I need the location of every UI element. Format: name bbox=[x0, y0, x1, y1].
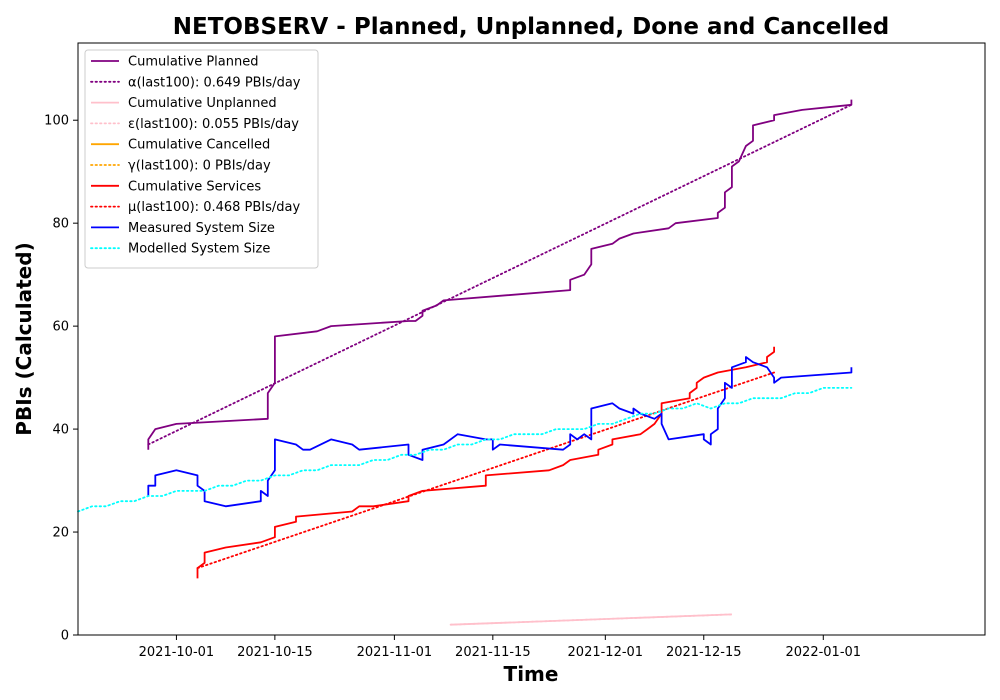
y-tick-label-4: 80 bbox=[52, 217, 69, 232]
y-tick-label-1: 20 bbox=[52, 526, 69, 541]
legend-label-5: γ(last100): 0 PBIs/day bbox=[128, 159, 271, 174]
x-tick-label-4: 2021-12-01 bbox=[568, 645, 644, 660]
y-axis-label: PBIs (Calculated) bbox=[12, 242, 36, 435]
y-tick-label-5: 100 bbox=[44, 114, 69, 129]
x-axis: 2021-10-01 2021-10-15 2021-11-01 2021-11-15… bbox=[139, 635, 861, 660]
x-tick-label-6: 2022-01-01 bbox=[786, 645, 862, 660]
plot-area-frame bbox=[77, 42, 986, 636]
legend-label-4: Cumulative Cancelled bbox=[128, 138, 270, 153]
legend: Cumulative Planned α(last100): 0.649 PBIs… bbox=[84, 49, 319, 269]
legend-label-0: Cumulative Planned bbox=[128, 55, 258, 70]
series-line-6 bbox=[196, 346, 775, 579]
x-tick-label-0: 2021-10-01 bbox=[139, 645, 215, 660]
x-tick-label-3: 2021-11-15 bbox=[455, 645, 531, 660]
legend-label-2: Cumulative Unplanned bbox=[128, 96, 277, 111]
series-line-1 bbox=[147, 103, 853, 446]
y-tick-label-0: 0 bbox=[61, 629, 69, 644]
plot-series-layer bbox=[77, 99, 853, 626]
legend-box bbox=[84, 49, 319, 269]
x-tick-label-5: 2021-12-15 bbox=[666, 645, 742, 660]
x-axis-label: Time bbox=[504, 662, 559, 686]
legend-label-1: α(last100): 0.649 PBIs/day bbox=[128, 75, 301, 90]
legend-label-6: Cumulative Services bbox=[128, 179, 261, 194]
legend-label-7: μ(last100): 0.468 PBIs/day bbox=[128, 200, 300, 215]
legend-label-3: ε(last100): 0.055 PBIs/day bbox=[128, 117, 299, 132]
series-line-9 bbox=[77, 386, 853, 513]
chart-title: NETOBSERV - Planned, Unplanned, Done and… bbox=[173, 14, 889, 40]
series-line-3 bbox=[449, 613, 733, 626]
y-tick-label-3: 60 bbox=[52, 320, 69, 335]
x-tick-label-1: 2021-10-15 bbox=[237, 645, 313, 660]
legend-label-8: Measured System Size bbox=[128, 221, 275, 236]
y-axis: 0 20 40 60 80 100 bbox=[44, 114, 78, 644]
series-line-8 bbox=[147, 356, 853, 508]
x-tick-label-2: 2021-11-01 bbox=[357, 645, 433, 660]
y-tick-label-2: 40 bbox=[52, 423, 69, 438]
legend-label-9: Modelled System Size bbox=[128, 242, 270, 257]
